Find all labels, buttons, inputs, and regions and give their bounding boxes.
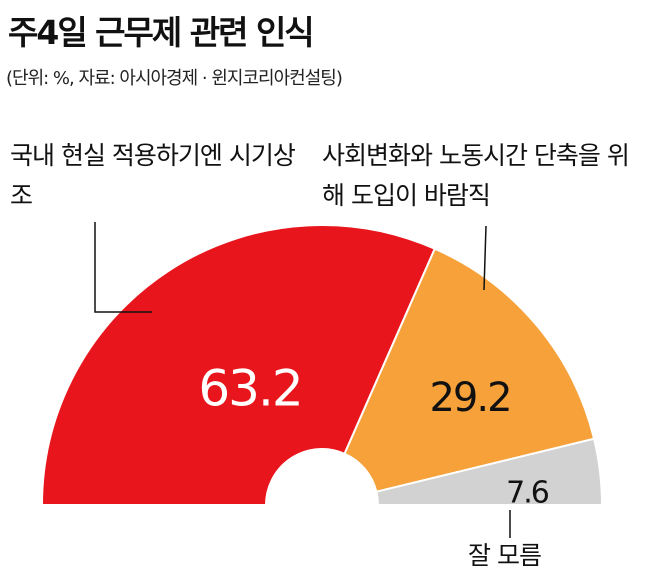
leader-line [483, 225, 487, 291]
chart-subtitle: (단위: %, 자료: 아시아경제 · 윈지코리아컨설팅) [6, 68, 343, 89]
value-label: 29.2 [429, 375, 510, 421]
donut-segment [40, 224, 437, 506]
value-label: 63.2 [198, 360, 301, 418]
category-label: 잘 모름 [468, 541, 542, 570]
donut-segment [343, 247, 596, 493]
category-label: 사회변화와 노동시간 단축을 위해 도입이 바람직 [322, 141, 630, 210]
donut-segment [375, 437, 604, 506]
value-label: 7.6 [506, 476, 549, 511]
category-label: 국내 현실 적용하기엔 시기상조 [10, 141, 296, 210]
leader-line [94, 222, 152, 313]
chart-title: 주4일 근무제 관련 인식 [8, 13, 315, 52]
